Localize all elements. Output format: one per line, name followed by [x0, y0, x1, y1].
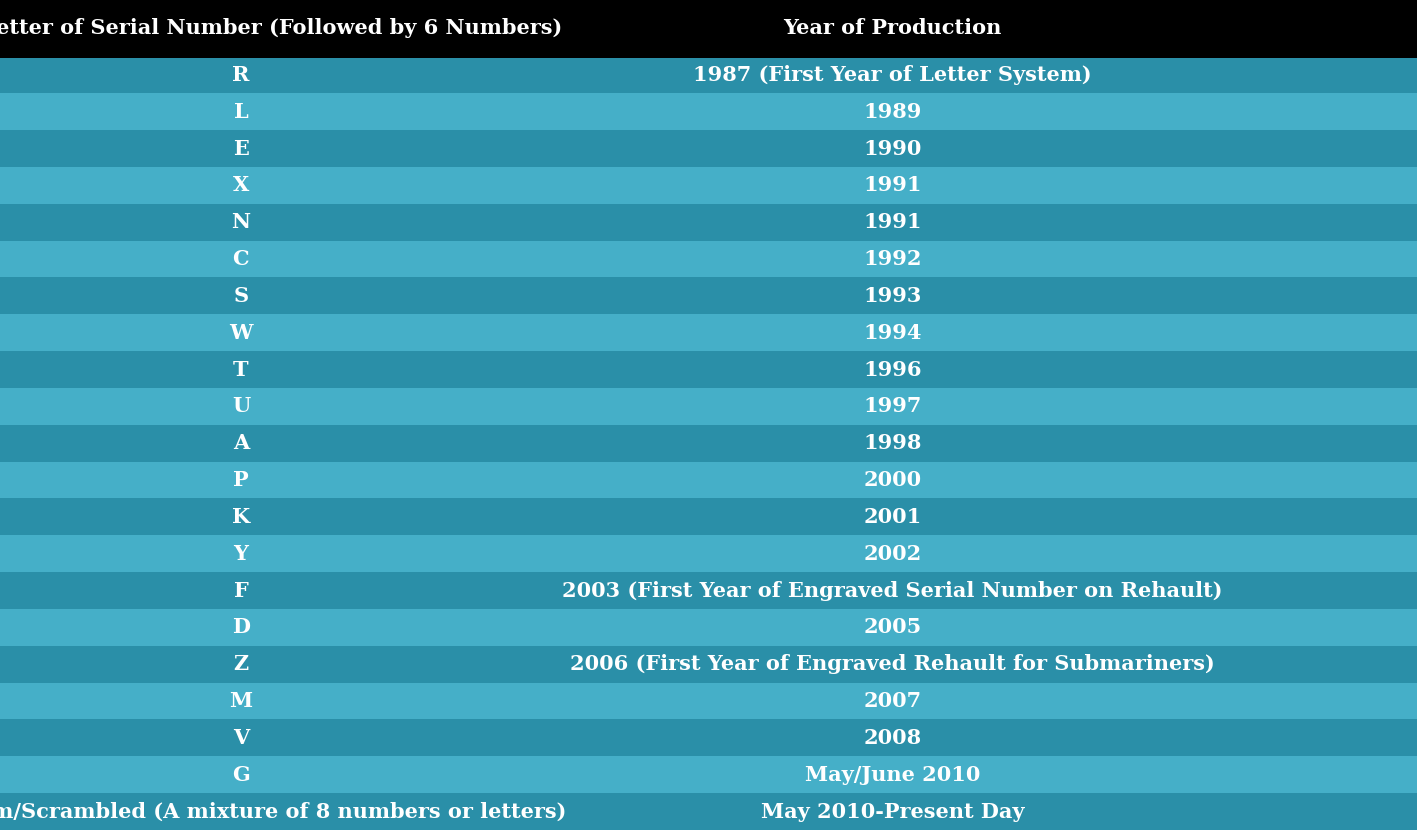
Bar	[0, 130, 1417, 167]
Text: D: D	[232, 618, 249, 637]
Bar	[0, 499, 1417, 535]
Text: C: C	[232, 249, 249, 269]
Text: 1989: 1989	[863, 102, 922, 122]
Text: N: N	[231, 212, 251, 232]
Text: 1990: 1990	[863, 139, 922, 159]
Text: 1987 (First Year of Letter System): 1987 (First Year of Letter System)	[693, 65, 1093, 85]
Text: 2001: 2001	[863, 507, 922, 527]
Text: May/June 2010: May/June 2010	[805, 764, 981, 784]
Bar	[0, 756, 1417, 793]
Text: E: E	[232, 139, 249, 159]
Bar	[0, 682, 1417, 720]
Text: T: T	[232, 359, 249, 379]
Text: K: K	[232, 507, 249, 527]
Bar	[0, 388, 1417, 425]
Bar	[0, 204, 1417, 241]
Bar	[0, 461, 1417, 499]
Bar	[0, 609, 1417, 646]
Text: 2007: 2007	[863, 691, 922, 711]
Bar	[0, 720, 1417, 756]
Text: 1997: 1997	[863, 397, 922, 417]
Text: A: A	[232, 433, 249, 453]
Text: 2005: 2005	[863, 618, 922, 637]
Bar	[0, 535, 1417, 572]
Bar	[0, 241, 1417, 277]
Bar	[0, 0, 1417, 56]
Text: 1994: 1994	[863, 323, 922, 343]
Bar	[0, 93, 1417, 130]
Bar	[0, 56, 1417, 58]
Text: S: S	[234, 286, 248, 306]
Text: V: V	[232, 728, 249, 748]
Text: 2006 (First Year of Engraved Rehault for Submariners): 2006 (First Year of Engraved Rehault for…	[570, 654, 1216, 674]
Bar	[0, 315, 1417, 351]
Bar	[0, 425, 1417, 461]
Text: 1992: 1992	[863, 249, 922, 269]
Text: 1996: 1996	[863, 359, 922, 379]
Text: 2000: 2000	[863, 470, 922, 490]
Bar	[0, 793, 1417, 830]
Text: 2002: 2002	[863, 544, 922, 564]
Text: 1991: 1991	[863, 175, 922, 195]
Text: First Letter of Serial Number (Followed by 6 Numbers): First Letter of Serial Number (Followed …	[0, 18, 563, 38]
Text: May 2010-Present Day: May 2010-Present Day	[761, 802, 1024, 822]
Bar	[0, 646, 1417, 682]
Text: 1998: 1998	[863, 433, 922, 453]
Text: W: W	[230, 323, 252, 343]
Text: Y: Y	[234, 544, 248, 564]
Text: G: G	[232, 764, 249, 784]
Text: 1991: 1991	[863, 212, 922, 232]
Text: U: U	[232, 397, 249, 417]
Text: 2008: 2008	[863, 728, 922, 748]
Text: M: M	[230, 691, 252, 711]
Text: Random/Scrambled (A mixture of 8 numbers or letters): Random/Scrambled (A mixture of 8 numbers…	[0, 802, 565, 822]
Text: Z: Z	[234, 654, 248, 674]
Text: 2003 (First Year of Engraved Serial Number on Rehault): 2003 (First Year of Engraved Serial Numb…	[563, 580, 1223, 601]
Bar	[0, 351, 1417, 388]
Text: X: X	[232, 175, 249, 195]
Text: L: L	[234, 102, 248, 122]
Bar	[0, 167, 1417, 204]
Text: 1993: 1993	[863, 286, 922, 306]
Bar	[0, 56, 1417, 93]
Text: R: R	[232, 65, 249, 85]
Text: F: F	[234, 580, 248, 601]
Text: Year of Production: Year of Production	[784, 18, 1002, 38]
Text: P: P	[232, 470, 249, 490]
Bar	[0, 572, 1417, 609]
Bar	[0, 277, 1417, 315]
